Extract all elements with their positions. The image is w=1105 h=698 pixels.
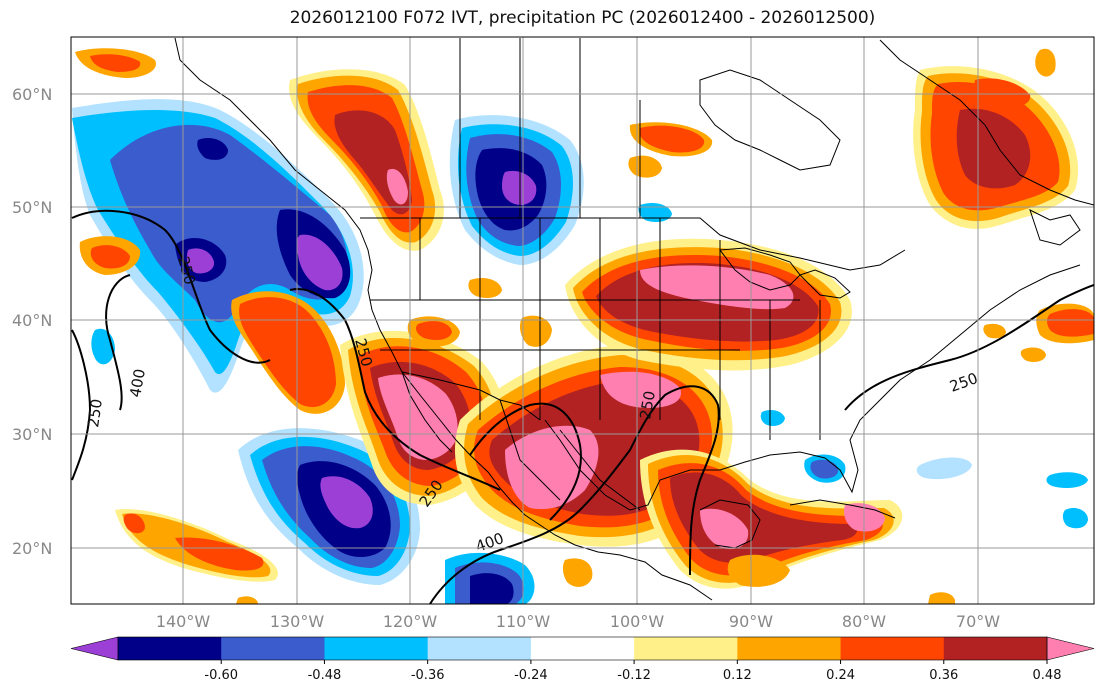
lat-label: 20°N	[12, 539, 52, 558]
lon-label: 110°W	[496, 612, 551, 631]
lon-label: 120°W	[383, 612, 438, 631]
map-title: 2026012100 F072 IVT, precipitation PC (2…	[289, 8, 876, 28]
colorbar-extend-low	[70, 636, 119, 661]
lat-label: 30°N	[12, 425, 52, 444]
colorbar-tick-label: -0.24	[514, 668, 548, 683]
colorbar-segment	[324, 637, 429, 660]
contour-label: 400	[126, 367, 149, 398]
colorbar-frame	[117, 636, 1048, 661]
contour-label: 250	[84, 398, 106, 429]
lat-label: 50°N	[12, 198, 52, 217]
lon-label: 100°W	[610, 612, 665, 631]
colorbar-tick-label: -0.48	[308, 668, 342, 683]
colorbar: -0.60 -0.48 -0.36 -0.24 -0.12 0.12 0.24 0.36 0.4…	[70, 636, 1095, 683]
contour-label: 400	[473, 529, 506, 556]
colorbar-segment	[737, 637, 842, 660]
lon-label: 90°W	[729, 612, 773, 631]
precipitation-field	[72, 48, 1094, 604]
colorbar-segment	[634, 637, 738, 660]
contour-label: 250	[947, 369, 980, 396]
contour-label: 250	[636, 389, 659, 420]
lon-label: 80°W	[842, 612, 886, 631]
colorbar-tick-label: 0.12	[723, 668, 752, 683]
graticule	[71, 37, 1094, 604]
plot-frame	[70, 36, 1095, 605]
colorbar-tick-label: 0.24	[826, 668, 855, 683]
lon-label: 140°W	[156, 612, 211, 631]
colorbar-segment	[427, 637, 532, 660]
longitude-labels: 140°W 130°W 120°W 110°W 100°W 90°W 80°W …	[156, 612, 1000, 631]
colorbar-segment	[840, 637, 945, 660]
colorbar-tick-label: -0.12	[617, 668, 651, 683]
colorbar-tick-label: -0.36	[411, 668, 445, 683]
lon-label: 70°W	[956, 612, 1000, 631]
colorbar-tick-label: -0.60	[204, 668, 238, 683]
colorbar-segment	[118, 637, 222, 660]
lon-label: 130°W	[270, 612, 325, 631]
colorbar-tick-label: 0.36	[929, 668, 958, 683]
colorbar-segment	[530, 637, 635, 660]
lat-label: 60°N	[12, 85, 52, 104]
ivt-contours	[71, 209, 1094, 604]
colorbar-tick-label: 0.48	[1033, 668, 1062, 683]
colorbar-segment	[943, 637, 1048, 660]
colorbar-extend-high	[1046, 636, 1095, 661]
latitude-labels: 60°N 50°N 40°N 30°N 20°N	[12, 85, 52, 558]
colorbar-segment	[221, 637, 325, 660]
lat-label: 40°N	[12, 311, 52, 330]
